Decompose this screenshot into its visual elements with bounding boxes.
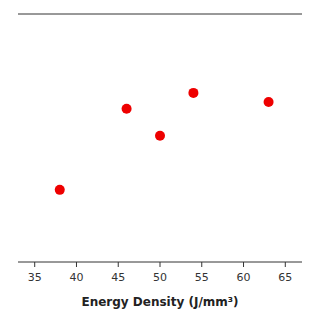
chart-container: 35 40 45 50 55 60 65 Energy Density (J/mm³) (0, 0, 320, 320)
x-tick (160, 262, 161, 267)
x-tick-label: 40 (69, 271, 83, 284)
x-tick-label: 45 (111, 271, 125, 284)
x-tick (285, 262, 286, 267)
x-tick-label: 65 (278, 271, 292, 284)
point (188, 88, 198, 98)
point (155, 131, 165, 141)
point (122, 104, 132, 114)
background (0, 0, 320, 320)
x-tick (76, 262, 77, 267)
x-axis: 35 40 45 50 55 60 65 (28, 262, 293, 284)
x-tick (34, 262, 35, 267)
x-tick-label: 55 (195, 271, 209, 284)
x-tick-label: 60 (237, 271, 251, 284)
x-tick-label: 50 (153, 271, 167, 284)
x-axis-label: Energy Density (J/mm³) (81, 295, 238, 309)
chart: 35 40 45 50 55 60 65 Energy Density (J/mm³) (0, 0, 320, 320)
x-tick (243, 262, 244, 267)
point (264, 97, 274, 107)
x-tick-label: 35 (28, 271, 42, 284)
x-tick (118, 262, 119, 267)
point (55, 185, 65, 195)
top-border (18, 14, 302, 15)
x-tick (201, 262, 202, 267)
points (55, 88, 274, 195)
